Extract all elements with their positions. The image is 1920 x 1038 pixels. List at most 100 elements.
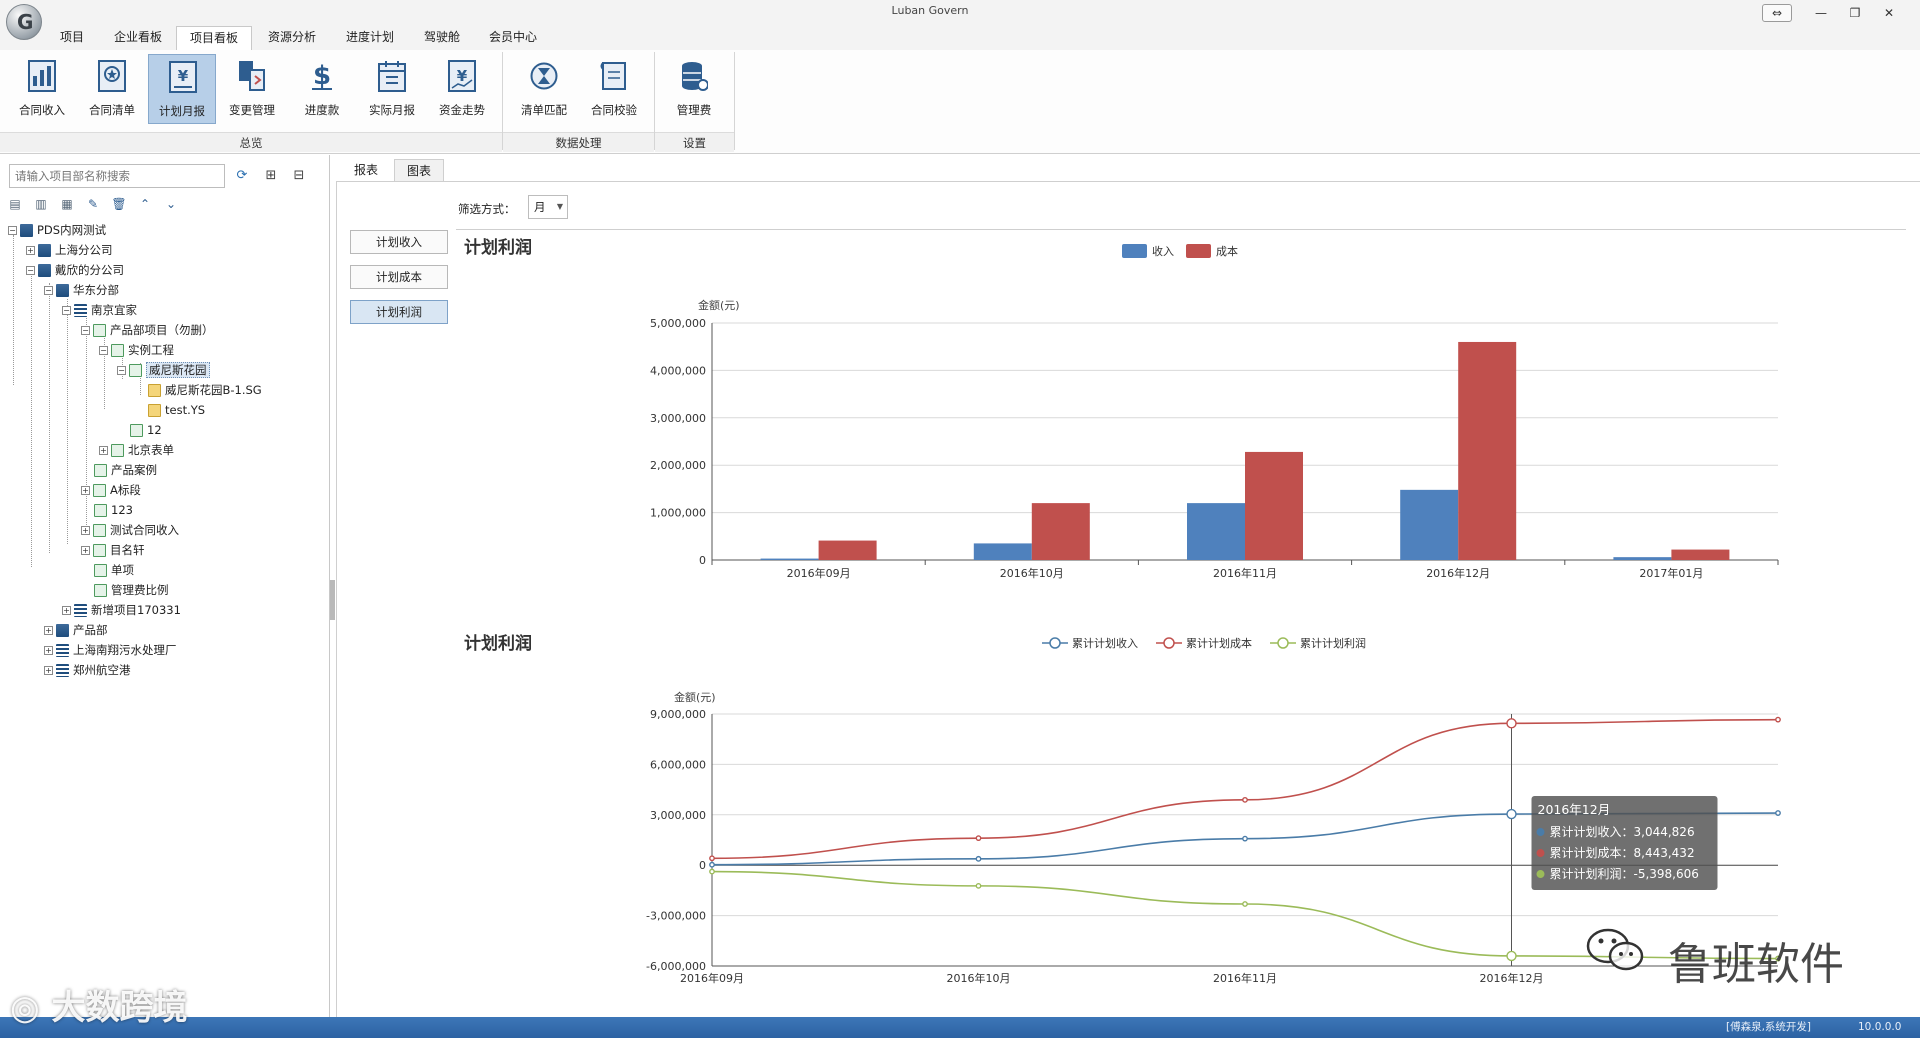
expand-icon[interactable]: + [44, 666, 53, 675]
menu-tab-cockpit[interactable]: 驾驶舱 [423, 30, 460, 44]
swap-icon[interactable]: ⇔ [1762, 4, 1792, 22]
ribbon-group-separator [734, 52, 735, 150]
filter-select[interactable]: 月 ▼ [528, 195, 568, 219]
contract-income-button[interactable]: 合同收入 [8, 54, 76, 124]
menu-tab-enterprise-board[interactable]: 企业看板 [113, 30, 162, 44]
menu-tab-resource-analysis[interactable]: 资源分析 [267, 30, 316, 44]
tooltip-title: 2016年12月 [1538, 802, 1611, 817]
tree-node[interactable]: + 郑州航空港 [44, 663, 131, 677]
tree-node[interactable]: − 南京宜家 [62, 303, 137, 317]
plan-monthly-report-button[interactable]: ¥ 计划月报 [148, 54, 216, 124]
tree-node[interactable]: + 上海分公司 [26, 243, 113, 257]
bar-income [1187, 503, 1245, 560]
tree-node[interactable]: + 新增项目170331 [62, 603, 181, 617]
actual-monthly-report-button[interactable]: 实际月报 [358, 54, 426, 124]
tree-node[interactable]: − 戴欣的分公司 [26, 263, 124, 277]
delete-icon[interactable]: 🗑 [111, 197, 127, 211]
menu-tab-project-board[interactable]: 项目看板 [176, 26, 252, 50]
project-search-input[interactable] [9, 164, 225, 188]
tree-connector [31, 267, 32, 567]
collapse-icon[interactable]: − [8, 226, 17, 235]
menu-tab-schedule[interactable]: 进度计划 [345, 30, 394, 44]
tree-node[interactable]: 单项 [94, 561, 134, 579]
expand-icon[interactable]: + [44, 646, 53, 655]
plan-income-button[interactable]: 计划收入 [350, 230, 448, 254]
edit-icon[interactable]: ✎ [87, 197, 99, 211]
menu-tab-member-center[interactable]: 会员中心 [488, 30, 537, 44]
tree-node[interactable]: 产品案例 [94, 461, 157, 479]
collapse-icon[interactable]: − [44, 286, 53, 295]
move-up-icon[interactable]: ⌃ [139, 197, 151, 211]
menu-tab-project[interactable]: 项目 [59, 30, 84, 44]
panel-splitter[interactable] [330, 580, 335, 620]
list-icon [74, 304, 87, 317]
tree-node[interactable]: test.YS [148, 401, 205, 419]
minimize-button[interactable]: — [1815, 6, 1827, 20]
line-x-tick-label: 2016年10月 [947, 971, 1011, 985]
line-y-tick-label: 6,000,000 [650, 758, 706, 771]
expand-icon[interactable]: + [26, 246, 35, 255]
expand-all-icon[interactable]: ⊞ [265, 168, 277, 183]
tree-node[interactable]: 12 [130, 421, 162, 439]
bar-income [973, 543, 1032, 560]
close-button[interactable]: ✕ [1883, 6, 1895, 20]
management-fee-button[interactable]: 管理费 [660, 54, 728, 124]
expand-icon[interactable]: + [81, 486, 90, 495]
tree-node[interactable]: + 测试合同收入 [81, 523, 179, 537]
collapse-icon[interactable]: − [26, 266, 35, 275]
contract-check-button[interactable]: 合同校验 [580, 54, 648, 124]
tab-chart[interactable]: 图表 [394, 159, 444, 181]
app-logo-icon[interactable]: G [6, 4, 42, 40]
line-legend-label: 累计计划利润 [1300, 636, 1366, 650]
tree-node[interactable]: + 目名轩 [81, 543, 145, 557]
expand-icon[interactable]: + [62, 606, 71, 615]
move-down-icon[interactable]: ⌄ [165, 197, 177, 211]
project-icon [130, 424, 143, 437]
tab-report[interactable]: 报表 [353, 163, 378, 177]
tree-node-selected[interactable]: − 威尼斯花园 [117, 361, 210, 379]
plan-profit-button[interactable]: 计划利润 [350, 300, 448, 324]
tree-node[interactable]: 威尼斯花园B-1.SG [148, 381, 262, 399]
expand-icon[interactable]: + [81, 526, 90, 535]
collapse-all-icon[interactable]: ⊟ [293, 168, 305, 183]
tree-node[interactable]: − 实例工程 [99, 343, 174, 357]
expand-icon[interactable]: + [44, 626, 53, 635]
collapse-icon[interactable]: − [62, 306, 71, 315]
bar-x-tick-label: 2017年01月 [1639, 566, 1703, 580]
list-matching-label: 清单匹配 [521, 103, 567, 117]
collapse-icon[interactable]: − [117, 366, 126, 375]
plan-cost-button[interactable]: 计划成本 [350, 265, 448, 289]
bar-y-axis-label: 金额(元) [698, 298, 740, 312]
expand-icon[interactable]: + [99, 446, 108, 455]
tree-node[interactable]: − 华东分部 [44, 283, 119, 297]
project-icon [94, 464, 107, 477]
tree-node[interactable]: + 产品部 [44, 623, 108, 637]
change-management-button[interactable]: 变更管理 [218, 54, 286, 124]
svg-text:¥: ¥ [178, 67, 189, 85]
tree-node[interactable]: − PDS内网测试 [8, 223, 107, 237]
collapse-icon[interactable]: − [99, 346, 108, 355]
line-y-axis-label: 金额(元) [674, 690, 716, 704]
tree-node[interactable]: − 产品部项目（勿删） [81, 323, 214, 337]
line-point [1242, 835, 1248, 842]
tree-node[interactable]: + 北京表单 [99, 443, 174, 457]
fund-trend-button[interactable]: ¥ 资金走势 [428, 54, 496, 124]
add-project-icon[interactable]: ▥ [35, 197, 47, 211]
tree-node[interactable]: 123 [94, 501, 133, 519]
maximize-button[interactable]: ❐ [1849, 6, 1861, 20]
expand-icon[interactable]: + [81, 546, 90, 555]
tree-node[interactable]: + A标段 [81, 483, 141, 497]
line-point [709, 861, 715, 868]
add-item-icon[interactable]: ▦ [61, 197, 73, 211]
list-matching-button[interactable]: 清单匹配 [510, 54, 578, 124]
tree-node[interactable]: 管理费比例 [94, 581, 169, 599]
project-icon [94, 564, 107, 577]
contract-list-label: 合同清单 [89, 103, 135, 117]
collapse-icon[interactable]: − [81, 326, 90, 335]
refresh-icon[interactable]: ⟳ [236, 168, 248, 183]
contract-list-button[interactable]: 合同清单 [78, 54, 146, 124]
add-group-icon[interactable]: ▤ [9, 197, 21, 211]
project-icon [111, 444, 124, 457]
progress-payment-button[interactable]: $ 进度款 [288, 54, 356, 124]
tree-node[interactable]: + 上海南翔污水处理厂 [44, 643, 177, 657]
